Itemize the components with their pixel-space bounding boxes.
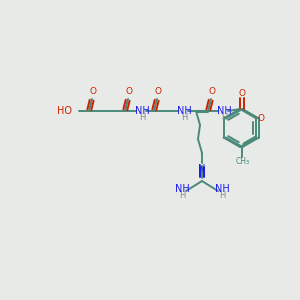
Text: HO: HO xyxy=(57,106,72,116)
Text: O: O xyxy=(208,88,215,97)
Text: O: O xyxy=(239,88,246,98)
Text: H: H xyxy=(179,190,185,200)
Text: O: O xyxy=(89,88,97,97)
Text: H: H xyxy=(219,190,225,200)
Text: CH₃: CH₃ xyxy=(236,158,250,166)
Text: O: O xyxy=(125,88,133,97)
Text: NH: NH xyxy=(135,106,149,116)
Text: H: H xyxy=(181,113,187,122)
Text: H: H xyxy=(221,113,227,122)
Text: NH: NH xyxy=(214,184,230,194)
Text: NH: NH xyxy=(175,184,189,194)
Text: O: O xyxy=(154,88,161,97)
Text: NH: NH xyxy=(217,106,231,116)
Text: N: N xyxy=(198,164,206,174)
Text: O: O xyxy=(257,114,264,123)
Text: H: H xyxy=(139,113,145,122)
Text: NH: NH xyxy=(177,106,191,116)
